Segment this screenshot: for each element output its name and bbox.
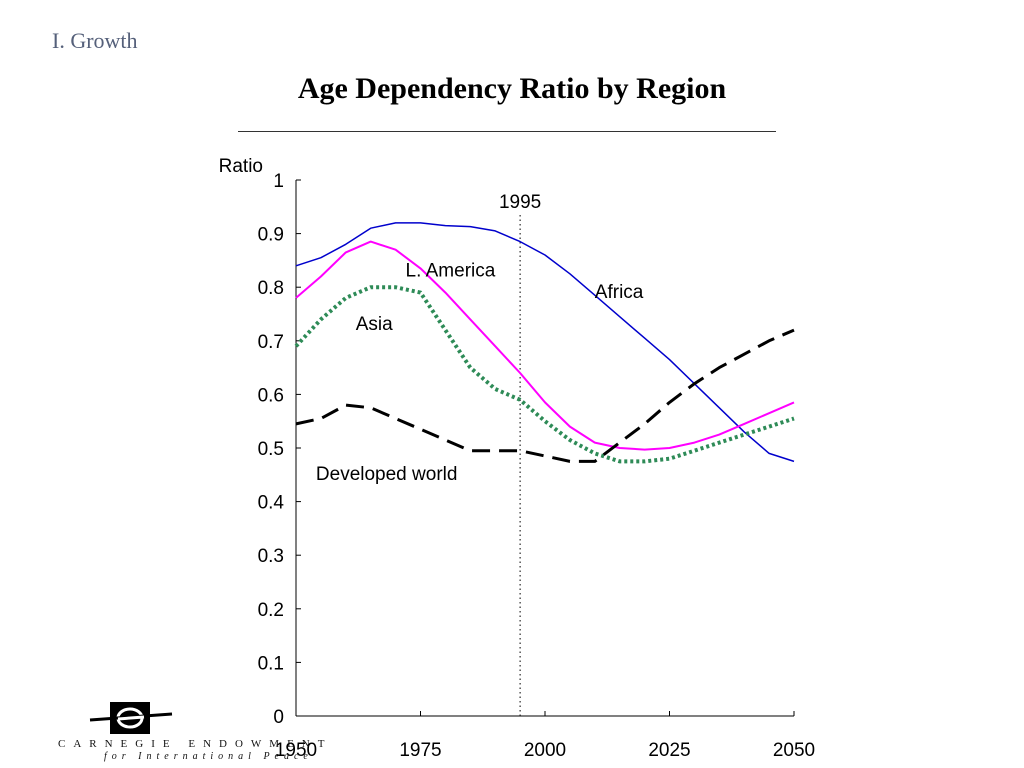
page-title: Age Dependency Ratio by Region xyxy=(297,72,727,105)
y-tick-label: 0.3 xyxy=(258,546,284,567)
y-tick-label: 0.7 xyxy=(258,332,284,353)
carnegie-logo-mark-icon xyxy=(89,702,173,734)
x-tick-label: 2050 xyxy=(773,740,815,761)
series-line-asia xyxy=(294,285,795,464)
y-tick-label: 0.1 xyxy=(258,653,284,674)
y-axis-label: Ratio xyxy=(219,156,263,177)
series-annotation-asia: Asia xyxy=(356,314,393,335)
logo-text-line2: for International Peace xyxy=(104,751,313,762)
x-tick-label: 2025 xyxy=(648,740,690,761)
series-annotation-africa: Africa xyxy=(595,282,644,303)
y-tick-label: 0.4 xyxy=(258,493,285,514)
y-tick-label: 0.5 xyxy=(258,439,284,460)
series-annotation-l-america: L. America xyxy=(406,260,496,281)
carnegie-logo: CARNEGIE ENDOWMENT for International Pea… xyxy=(58,700,348,764)
series-line-developed-world xyxy=(295,328,795,463)
series-line-l-america xyxy=(295,240,795,451)
x-tick-label: 2000 xyxy=(524,740,566,761)
y-tick-label: 0 xyxy=(273,707,284,728)
title-underline xyxy=(238,131,776,132)
y-tick-label: 0.6 xyxy=(258,385,284,406)
y-tick-label: 0.9 xyxy=(258,225,284,246)
x-tick-label: 1975 xyxy=(399,740,441,761)
y-tick-label: 0.8 xyxy=(258,278,284,299)
reference-line-label: 1995 xyxy=(499,192,541,213)
logo-text-line1: CARNEGIE ENDOWMENT xyxy=(58,738,333,750)
series-annotation-developed-world: Developed world xyxy=(316,464,458,485)
section-label: I. Growth xyxy=(52,28,138,53)
y-tick-label: 0.2 xyxy=(258,600,284,621)
y-tick-label: 1 xyxy=(273,171,284,192)
x-tick-label: 1950 xyxy=(275,740,317,761)
series-line-africa xyxy=(295,222,795,463)
